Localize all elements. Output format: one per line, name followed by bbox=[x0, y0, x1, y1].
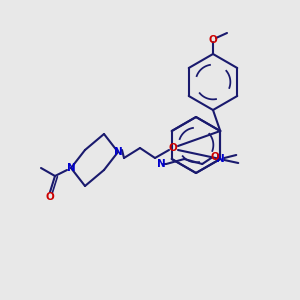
Text: O: O bbox=[211, 152, 220, 162]
Text: O: O bbox=[46, 192, 54, 202]
Text: N: N bbox=[157, 159, 166, 169]
Text: N: N bbox=[67, 163, 75, 173]
Text: N: N bbox=[216, 154, 225, 164]
Text: O: O bbox=[208, 35, 217, 45]
Text: N: N bbox=[114, 147, 122, 157]
Text: O: O bbox=[169, 143, 177, 153]
